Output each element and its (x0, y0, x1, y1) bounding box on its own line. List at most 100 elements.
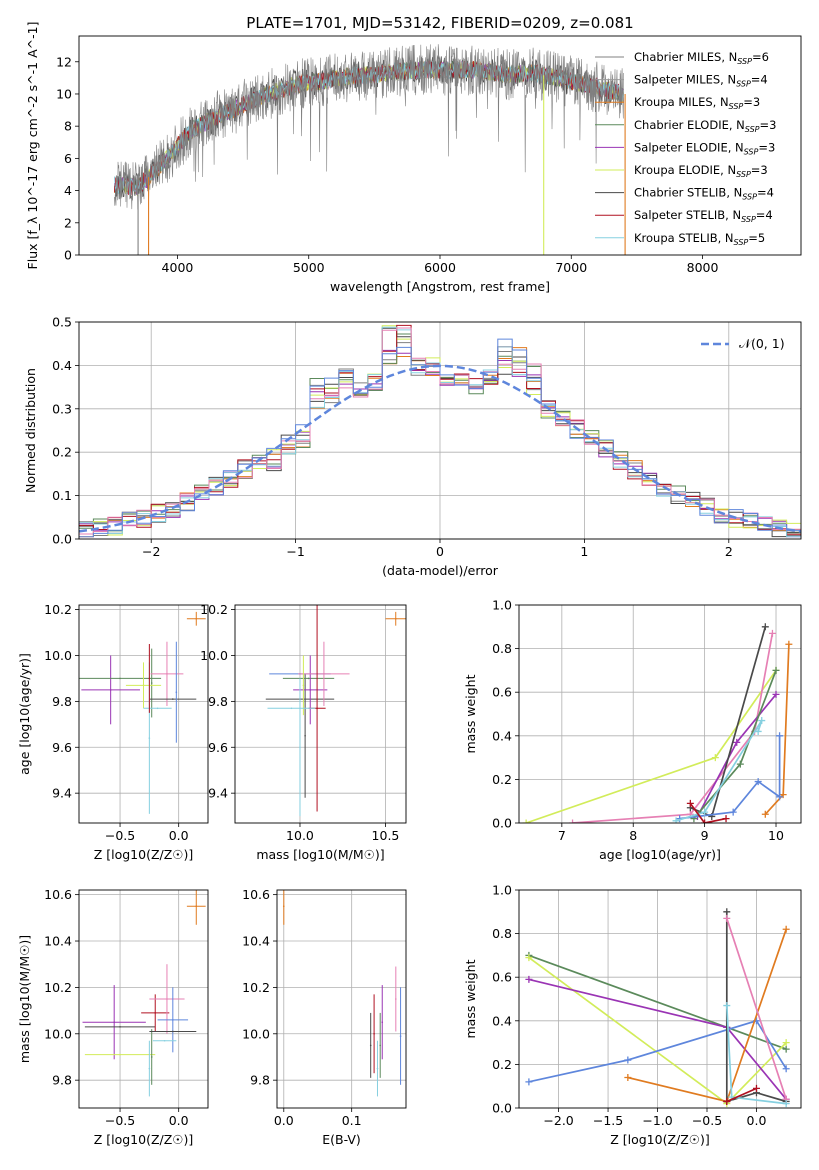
y-tick-label: 0.3 (52, 401, 72, 416)
x-tick-label: −2 (142, 544, 160, 559)
data-point-9 (175, 691, 178, 693)
legend-entry-label: Kroupa ELODIE, NSSP=3 (634, 163, 768, 179)
x-axis-label: (data-model)/error (382, 563, 499, 578)
weight-marker (723, 908, 731, 916)
y-tick-label: 0.0 (52, 532, 72, 547)
y-tick-label: 2 (64, 215, 72, 230)
x-tick-label: −0.5 (105, 1113, 135, 1128)
weight-marker (772, 690, 780, 698)
ticks: 10.0 10.5 9.4 9.6 9.8 10.0 10.2 mass [log10(M/M… (200, 602, 399, 862)
legend-entry-label: Salpeter STELIB, NSSP=4 (634, 208, 773, 224)
gridlines (277, 890, 406, 1108)
plot-area (114, 44, 626, 255)
legend-label-main: Kroupa ELODIE, N (634, 163, 736, 177)
y-tick-label: 8 (64, 119, 72, 134)
legend-entry-label: Chabrier MILES, NSSP=6 (634, 50, 769, 66)
legend-label-main: Kroupa STELIB, N (634, 231, 734, 245)
legend-label-sub: SSP (736, 80, 751, 89)
plot-area (282, 890, 402, 1097)
legend-label-val: =3 (751, 163, 768, 177)
legend-entry-label: Kroupa STELIB, NSSP=5 (634, 231, 765, 247)
weight-marker (776, 793, 784, 801)
legend-label-sub: SSP (736, 170, 751, 179)
y-tick-label: 0.0 (492, 816, 512, 831)
ticks: −0.5 0.0 9.8 10.0 10.2 10.4 10.6 Z [log10(Z/Z☉)… (17, 887, 193, 1147)
y-tick-label: 10.2 (44, 602, 72, 617)
y-tick-label: 9.4 (208, 786, 228, 801)
legend-entry-label: Salpeter ELODIE, NSSP=3 (634, 140, 775, 156)
weight-marker (701, 819, 709, 823)
residual-legend: 𝒩(0, 1) (701, 336, 785, 351)
legend-label-main: Salpeter MILES, N (634, 73, 736, 87)
data-point-0 (282, 905, 285, 908)
panel-weight_vs_age: 7 8 9 10 0.0 0.2 0.4 0.6 0.8 1.0 age [log10(age/yr… (463, 598, 802, 862)
weight-line-3 (528, 1019, 787, 1083)
legend-entry-label: Salpeter MILES, NSSP=4 (634, 73, 768, 89)
x-tick-label: 10.0 (286, 828, 314, 843)
plot-area (522, 623, 793, 823)
y-tick-label: 0.0 (492, 1101, 512, 1116)
ticks: 0.0 0.1 9.8 10.0 10.2 10.4 10.6 E(B-V) (242, 887, 361, 1147)
y-tick-label: 0.8 (492, 926, 512, 941)
weight-marker (624, 1056, 632, 1064)
y-tick-label: 10.0 (44, 648, 72, 663)
legend-label-sub: SSP (729, 102, 744, 111)
y-tick-label: 1.0 (492, 598, 512, 613)
legend-label-val: =3 (760, 118, 777, 132)
legend-entry-label: Kroupa MILES, NSSP=3 (634, 95, 760, 111)
plots-layer: 4000 5000 6000 7000 8000024681012wavelength … (17, 22, 802, 1147)
axes-frame (78, 321, 802, 540)
plot-area (265, 605, 406, 817)
y-axis-label: Flux [f_λ 10^-17 erg cm^-2 s^-1 A^-1] (25, 22, 40, 270)
x-tick-label: 0.0 (274, 1113, 294, 1128)
x-tick-label: 7 (558, 828, 566, 843)
weight-line-1 (572, 633, 774, 823)
weight-marker (733, 738, 741, 746)
data-point-8 (316, 707, 318, 710)
data-point-2 (119, 677, 121, 680)
legend-entry-label: Chabrier ELODIE, NSSP=3 (634, 118, 776, 134)
x-tick-label: 9 (701, 828, 709, 843)
legend-label-val: =5 (748, 231, 765, 245)
data-point-3 (119, 1053, 121, 1056)
weight-marker (723, 1097, 731, 1105)
data-point-2 (119, 1026, 121, 1028)
x-tick-label: −1 (286, 544, 304, 559)
weight-marker (772, 666, 780, 674)
legend-label-sub: SSP (734, 238, 749, 247)
y-tick-label: 0.4 (492, 1013, 512, 1028)
x-tick-label: −2.0 (543, 1113, 573, 1128)
x-tick-label: 4000 (162, 260, 194, 275)
y-tick-label: 0 (64, 248, 72, 263)
data-point-5 (381, 1021, 384, 1023)
data-point-2 (373, 1032, 375, 1035)
y-tick-label: 9.4 (52, 786, 72, 801)
gridlines (235, 605, 406, 823)
y-tick-label: 0.4 (52, 358, 72, 373)
legend-label-val: =3 (758, 140, 775, 154)
y-tick-label: 0.2 (492, 1057, 512, 1072)
data-point-7 (148, 737, 151, 739)
gaussian-curve (79, 364, 801, 533)
weight-marker (779, 791, 787, 799)
y-tick-label: 10.6 (242, 887, 270, 902)
y-tick-label: 12 (56, 54, 72, 69)
x-tick-label: 0.0 (169, 828, 189, 843)
data-point-3 (150, 682, 153, 684)
plot-area (525, 908, 790, 1108)
data-point-5 (166, 998, 168, 1000)
x-axis-label: Z [log10(Z/Z☉)] (610, 1132, 710, 1147)
y-tick-label: 0.5 (52, 315, 72, 330)
data-point-0 (195, 905, 198, 908)
y-tick-label: 10.0 (44, 1026, 72, 1041)
x-tick-label: 0.1 (342, 1113, 362, 1128)
weight-marker (754, 778, 762, 786)
axes-frame (518, 604, 802, 824)
panel-age_vs_mass: 10.0 10.5 9.4 9.6 9.8 10.0 10.2 mass [log10(M/M… (200, 602, 407, 862)
weight-marker (736, 760, 744, 768)
y-tick-label: 4 (64, 183, 72, 198)
x-tick-label: 6000 (424, 260, 456, 275)
gridlines (79, 890, 208, 1108)
y-axis-label: mass weight (463, 959, 478, 1038)
